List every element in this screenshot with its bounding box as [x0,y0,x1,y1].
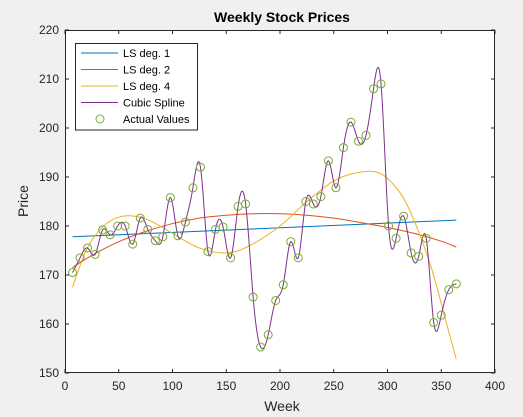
data-point [293,253,303,263]
data-point [150,236,160,246]
data-point [271,295,281,305]
legend: LS deg. 1 LS deg. 2 LS deg. 4 Cubic Spline A… [75,43,198,131]
x-tick-label: 150 [216,379,236,393]
data-point [128,239,138,249]
x-tick-label: 300 [377,379,397,393]
data-point [451,279,461,289]
data-point [68,268,78,278]
y-tick-label: 200 [39,121,59,135]
data-point [180,217,190,227]
data-point [308,199,318,209]
data-point [143,224,153,234]
data-point [399,211,409,221]
data-point [444,285,454,295]
data-point [391,233,401,243]
chart-title: Weekly Stock Prices [214,9,350,25]
x-tick-label: 200 [270,379,290,393]
x-tick-label: 0 [62,379,69,393]
data-point [173,231,183,241]
data-point [369,84,379,94]
y-tick-label: 190 [39,170,59,184]
data-point [353,136,363,146]
data-point [421,233,431,243]
y-tick-label: 170 [39,268,59,282]
legend-label: LS deg. 2 [123,65,170,77]
axes-layer: 0 50 100 150 200 250 300 350 400 150 160 170 180 190 2… [39,23,505,393]
y-axis-label: Price [15,185,31,217]
x-tick-label: 350 [431,379,451,393]
series-layer [68,66,461,360]
x-axis-label: Week [264,398,301,414]
data-point [241,199,251,209]
y-tick-label: 150 [39,366,59,380]
legend-label: Cubic Spline [123,98,185,110]
series-line [72,213,457,269]
data-point [414,251,424,261]
legend-label: LS deg. 1 [123,48,170,60]
data-point [323,156,333,166]
y-tick-label: 180 [39,219,59,233]
data-point [338,143,348,153]
y-tick-label: 220 [39,23,59,37]
x-tick-label: 250 [324,379,344,393]
data-point [165,193,175,203]
data-point [203,246,213,256]
data-point [188,183,198,193]
data-point [135,213,145,223]
x-tick-label: 50 [112,379,126,393]
series-line [72,170,457,360]
x-tick-label: 400 [485,379,505,393]
data-point [263,330,273,340]
data-point [75,253,85,263]
series-2 [72,170,457,360]
data-point [90,249,100,259]
series-1 [72,213,457,269]
y-tick-label: 210 [39,72,59,86]
data-point [120,221,130,231]
data-point [83,243,93,253]
data-point [316,192,326,202]
data-point [158,232,168,242]
data-point [286,237,296,247]
data-point [278,280,288,290]
legend-box [75,43,198,131]
data-point [331,183,341,193]
legend-label: Actual Values [123,114,190,126]
x-tick-label: 100 [162,379,182,393]
data-point [256,342,266,352]
data-point [384,221,394,231]
legend-label: LS deg. 4 [123,81,170,93]
data-point [98,225,108,235]
data-point [218,222,228,232]
data-point [429,318,439,328]
data-point [226,253,236,263]
data-point [376,79,386,89]
data-point [361,130,371,140]
series-4 [68,79,461,352]
y-tick-label: 160 [39,317,59,331]
data-point [436,310,446,320]
data-point [105,230,115,240]
data-point [195,162,205,172]
data-point [248,292,258,302]
data-point [406,248,416,258]
legend-marker [95,114,105,124]
data-point [346,117,356,127]
